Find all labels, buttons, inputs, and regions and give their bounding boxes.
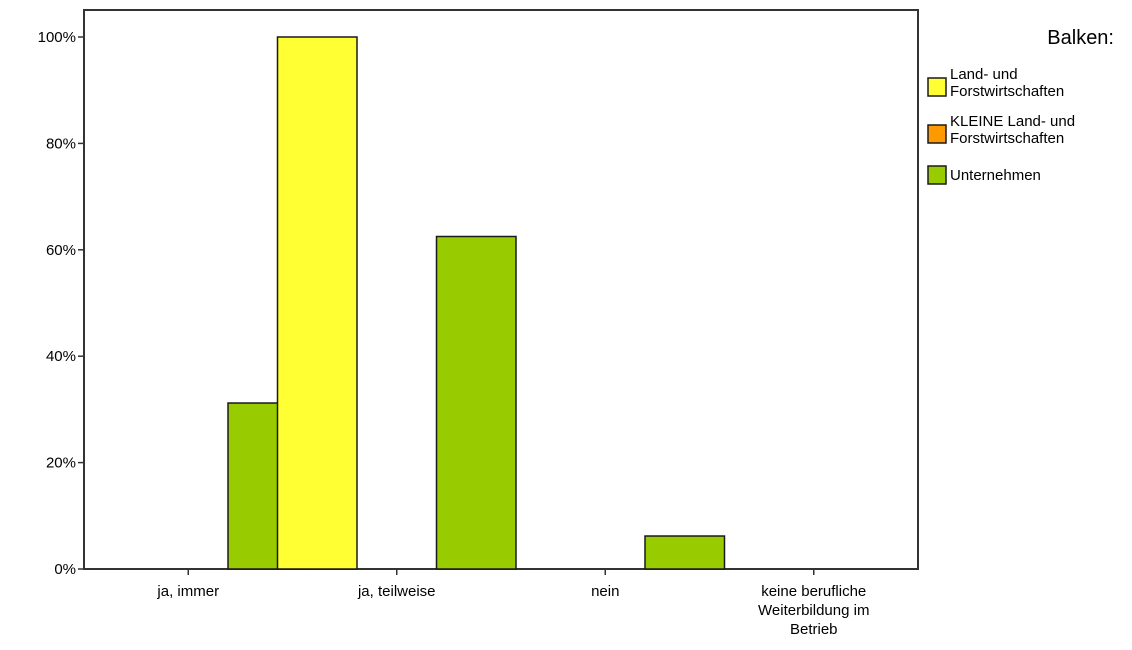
legend-swatch	[927, 165, 947, 185]
bar-unternehmen	[435, 235, 517, 570]
bars	[227, 36, 726, 570]
legend-entry: Unternehmen	[950, 167, 1041, 184]
x-tick-label: ja, immer	[156, 583, 219, 600]
legend: Balken: Land- und Forstwirtschaften KLEINE …	[927, 27, 1114, 185]
bar-unternehmen	[644, 535, 726, 570]
x-tick-label: keine berufliche Weiterbildung im Betrieb	[758, 583, 869, 638]
y-tick-label: 100%	[38, 29, 76, 46]
x-axis: ja, immer ja, teilweise nein keine beruflic…	[156, 569, 869, 638]
legend-title: Balken:	[1047, 27, 1114, 49]
legend-swatch	[927, 124, 947, 144]
y-tick-label: 60%	[46, 242, 76, 259]
y-tick-label: 80%	[46, 135, 76, 152]
bar-land-und-forstwirtschaften	[276, 36, 358, 570]
y-axis: 0% 20% 40% 60% 80% 100%	[38, 29, 84, 578]
legend-entry: Land- und Forstwirtschaften	[950, 66, 1064, 100]
x-tick-label: nein	[591, 583, 619, 600]
y-tick-label: 0%	[54, 561, 76, 578]
legend-entry: KLEINE Land- und Forstwirtschaften	[950, 113, 1075, 147]
x-tick-label: ja, teilweise	[357, 583, 436, 600]
y-tick-label: 20%	[46, 455, 76, 472]
y-tick-label: 40%	[46, 348, 76, 365]
legend-swatch	[927, 77, 947, 97]
